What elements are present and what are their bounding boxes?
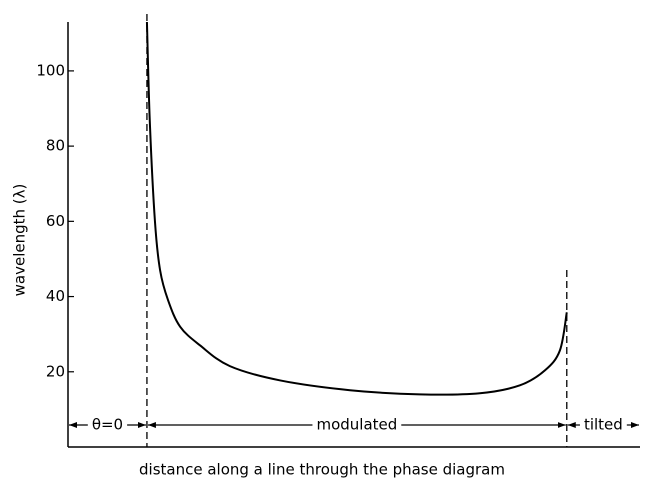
region-label: modulated	[316, 416, 397, 434]
region-label: θ=0	[92, 416, 123, 434]
region-label: tilted	[584, 416, 623, 434]
y-tick-label: 100	[36, 61, 65, 79]
y-tick-label: 60	[46, 212, 65, 230]
curve	[145, 21, 568, 396]
y-tick-label: 80	[46, 137, 65, 155]
y-tick-label: 20	[46, 362, 65, 380]
y-axis-label: wavelength (λ)	[11, 184, 29, 297]
y-tick-label: 40	[46, 287, 65, 305]
x-axis-label: distance along a line through the phase …	[139, 461, 505, 479]
